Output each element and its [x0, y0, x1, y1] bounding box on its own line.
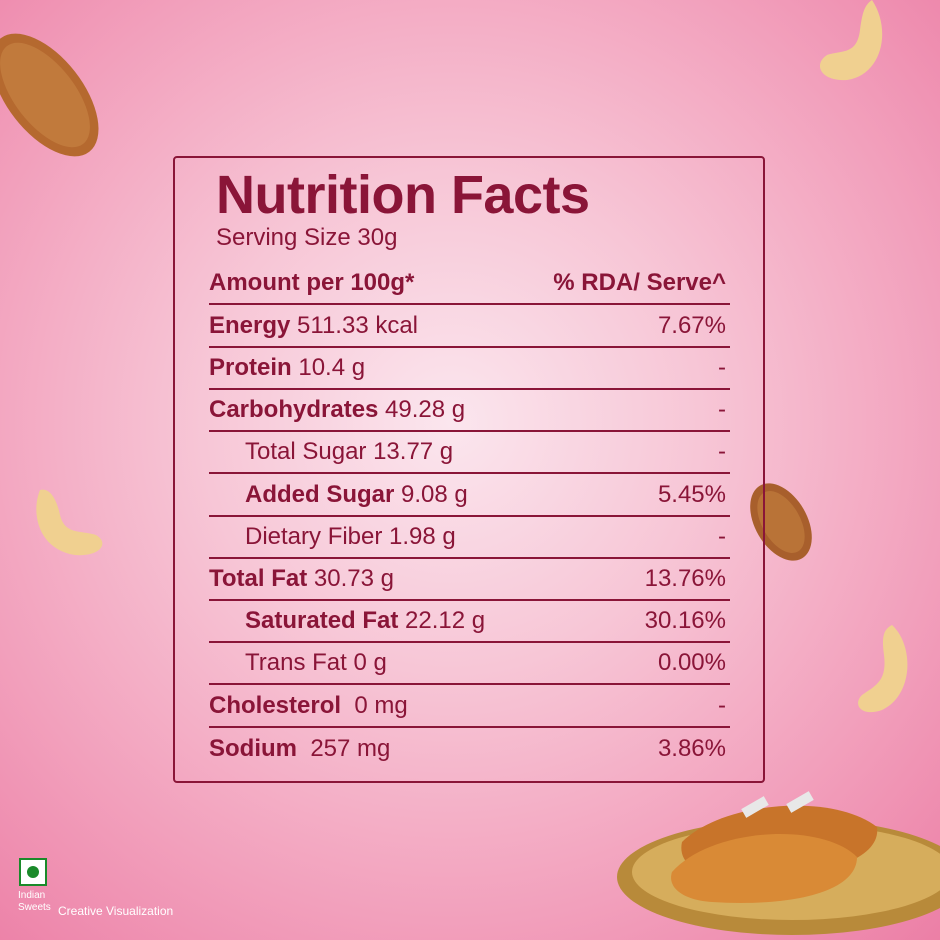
nutrient-amount: 511.33 kcal [290, 312, 419, 339]
nutrition-panel [173, 156, 765, 783]
nutrient-label: Cholesterol 0 mg [209, 692, 408, 720]
brand-line-2: Sweets [18, 902, 51, 913]
nutrient-amount: 257 mg [297, 735, 391, 762]
nutrient-name: Carbohydrates [209, 396, 379, 423]
almond-icon [0, 33, 99, 157]
nutrient-rda: 30.16% [644, 607, 726, 634]
page-title: Nutrition Facts [216, 165, 590, 225]
table-row: Sodium 257 mg 3.86% [209, 728, 730, 770]
header-rda: % RDA/ Serve^ [553, 269, 726, 296]
nutrient-amount: 10.4 g [291, 354, 366, 381]
nutrient-label: Dietary Fiber 1.98 g [209, 523, 456, 551]
nutrient-rda: 5.45% [657, 481, 726, 508]
cashew-icon [819, 0, 883, 81]
nutrient-label: Total Fat 30.73 g [209, 565, 394, 593]
cashew-icon [858, 625, 908, 713]
nutrient-amount: 22.12 g [398, 607, 486, 634]
nutrient-name: Dietary Fiber 1.98 g [245, 523, 456, 550]
nutrient-amount: 49.28 g [378, 396, 466, 423]
table-header: Amount per 100g* % RDA/ Serve^ [209, 263, 730, 305]
creative-visualization-note: Creative Visualization [58, 904, 174, 918]
nutrient-name: Sodium [209, 735, 297, 762]
table-row: Trans Fat 0 g 0.00% [209, 643, 730, 685]
nutrient-rda: - [718, 396, 726, 423]
nutrient-label: Trans Fat 0 g [209, 649, 387, 677]
table-row: Total Sugar 13.77 g - [209, 432, 730, 474]
nutrient-name: Added Sugar [245, 481, 395, 508]
table-row: Energy 511.33 kcal 7.67% [209, 306, 730, 348]
nutrient-name: Protein [209, 354, 292, 381]
nutrient-name: Saturated Fat [245, 607, 399, 634]
nutrient-amount: 30.73 g [307, 565, 394, 592]
nutrient-amount: 9.08 g [394, 481, 468, 508]
table-row: Carbohydrates 49.28 g - [209, 390, 730, 432]
nutrient-amount: 0 mg [341, 692, 408, 719]
table-row: Cholesterol 0 mg - [209, 686, 730, 728]
nutrient-rda: 7.67% [657, 312, 726, 339]
table-row: Dietary Fiber 1.98 g - [209, 517, 730, 559]
table-row: Protein 10.4 g - [209, 348, 730, 390]
table-row: Total Fat 30.73 g 13.76% [209, 559, 730, 601]
brand-label: Indian Sweets [18, 890, 51, 914]
almond-icon [750, 483, 812, 561]
nutrient-name: Energy [209, 312, 291, 339]
nutrient-name: Trans Fat 0 g [245, 649, 387, 676]
nutrient-label: Carbohydrates 49.28 g [209, 396, 465, 424]
nutrient-rda: - [718, 438, 726, 465]
serving-size: Serving Size 30g [216, 224, 398, 251]
nutrient-name: Cholesterol [209, 692, 342, 719]
nutrient-label: Total Sugar 13.77 g [209, 438, 453, 466]
nutrient-label: Energy 511.33 kcal [209, 312, 418, 340]
cashew-icon [36, 489, 103, 556]
nutrient-name: Total Sugar 13.77 g [245, 438, 454, 465]
nutrient-label: Sodium 257 mg [209, 735, 390, 763]
table-row: Added Sugar 9.08 g 5.45% [209, 475, 730, 517]
nutrient-rda: 0.00% [657, 649, 726, 676]
nutrient-rda: - [718, 354, 726, 381]
nutrient-label: Saturated Fat 22.12 g [209, 607, 485, 635]
nutrient-rda: - [718, 692, 726, 719]
nutrient-name: Total Fat [209, 565, 308, 592]
gujiya-plate-icon [617, 791, 940, 935]
nutrient-rda: 13.76% [644, 565, 726, 592]
brand-line-1: Indian [18, 890, 46, 901]
nutrient-label: Added Sugar 9.08 g [209, 481, 468, 509]
nutrient-label: Protein 10.4 g [209, 354, 365, 382]
nutrient-rda: - [718, 523, 726, 550]
veg-mark-icon [19, 858, 47, 886]
table-row: Saturated Fat 22.12 g 30.16% [209, 601, 730, 643]
nutrient-rda: 3.86% [657, 735, 726, 762]
header-amount: Amount per 100g* [209, 269, 415, 296]
